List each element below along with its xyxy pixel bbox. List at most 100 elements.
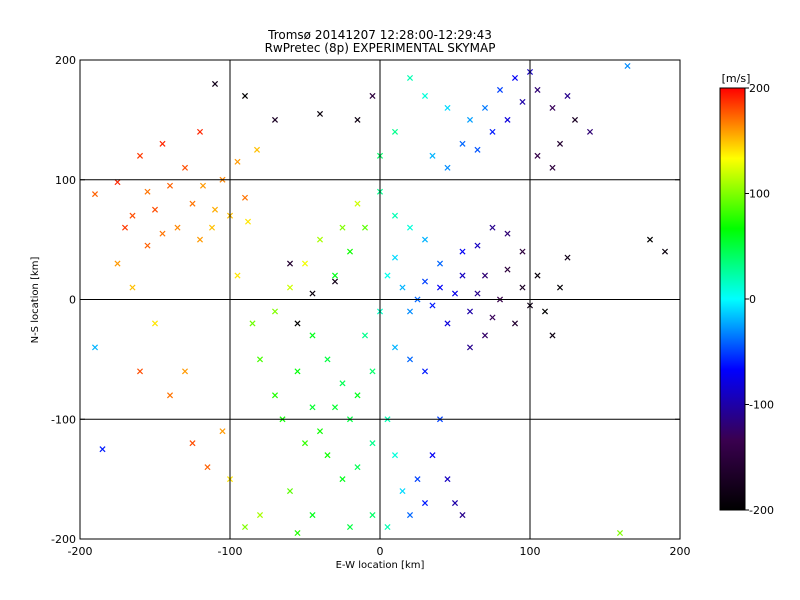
data-point bbox=[286, 488, 294, 495]
data-point bbox=[534, 152, 541, 159]
data-point bbox=[504, 266, 511, 273]
data-point bbox=[316, 428, 324, 435]
data-point bbox=[249, 320, 256, 327]
data-point bbox=[189, 440, 196, 447]
data-point bbox=[489, 314, 496, 321]
y-tick-label: 100 bbox=[55, 174, 76, 187]
data-point bbox=[444, 476, 451, 483]
data-point bbox=[354, 116, 361, 123]
data-point bbox=[459, 248, 466, 255]
data-point bbox=[211, 80, 219, 87]
data-point bbox=[556, 140, 564, 147]
data-point bbox=[549, 332, 556, 339]
data-point bbox=[466, 116, 474, 123]
data-point bbox=[391, 254, 399, 261]
data-point bbox=[384, 272, 391, 279]
chart-title: Tromsø 20141207 12:28:00-12:29:43 bbox=[267, 28, 492, 42]
data-point bbox=[121, 224, 129, 231]
data-point bbox=[114, 179, 121, 186]
data-point bbox=[391, 344, 399, 351]
data-point bbox=[391, 212, 399, 219]
data-point bbox=[571, 116, 579, 123]
y-tick-label: -200 bbox=[51, 533, 76, 546]
data-point bbox=[429, 152, 436, 159]
data-point bbox=[316, 110, 324, 117]
data-point bbox=[474, 290, 481, 297]
data-point bbox=[481, 332, 489, 339]
x-tick-label: 0 bbox=[377, 545, 384, 558]
data-point bbox=[199, 182, 207, 189]
data-point bbox=[234, 158, 241, 165]
data-point bbox=[481, 272, 489, 279]
data-point bbox=[144, 242, 151, 249]
x-tick-label: -100 bbox=[218, 545, 243, 558]
data-point bbox=[241, 194, 249, 201]
data-point bbox=[241, 524, 249, 531]
data-point bbox=[189, 200, 196, 207]
y-axis-label: N-S location [km] bbox=[30, 257, 41, 344]
data-point bbox=[436, 284, 444, 291]
data-point bbox=[339, 476, 346, 483]
colorbar-ticks: -200 -100 0 100 200 bbox=[745, 82, 774, 517]
data-point bbox=[241, 92, 249, 99]
colorbar-gradient bbox=[719, 87, 746, 511]
data-point bbox=[346, 248, 354, 255]
data-point bbox=[331, 278, 339, 285]
data-point bbox=[421, 368, 429, 375]
data-point bbox=[421, 500, 429, 507]
data-point bbox=[151, 320, 159, 327]
data-point bbox=[301, 440, 309, 447]
data-point bbox=[91, 344, 99, 351]
data-point bbox=[136, 368, 144, 375]
data-point bbox=[346, 524, 354, 531]
data-point bbox=[196, 236, 204, 243]
data-point bbox=[339, 380, 346, 387]
data-point bbox=[271, 116, 279, 123]
data-point bbox=[144, 188, 151, 195]
data-point bbox=[339, 224, 346, 231]
data-point bbox=[489, 224, 496, 231]
data-point bbox=[451, 290, 459, 297]
data-point bbox=[256, 356, 264, 363]
data-point bbox=[474, 146, 481, 153]
data-point bbox=[354, 392, 361, 399]
data-point bbox=[91, 191, 99, 198]
data-point bbox=[196, 128, 204, 135]
data-point bbox=[616, 529, 624, 537]
colorbar-tick-label: 200 bbox=[749, 82, 770, 95]
data-point bbox=[181, 368, 189, 375]
data-point bbox=[504, 116, 511, 123]
chart-subtitle: RwPretec (8p) EXPERIMENTAL SKYMAP bbox=[265, 41, 496, 55]
data-point bbox=[444, 164, 451, 171]
data-point bbox=[309, 332, 316, 339]
data-point bbox=[129, 212, 136, 219]
data-point bbox=[459, 512, 466, 519]
data-point bbox=[466, 344, 474, 351]
data-point bbox=[331, 404, 339, 411]
data-point bbox=[399, 488, 406, 495]
data-point bbox=[406, 512, 414, 519]
data-point bbox=[361, 224, 369, 231]
data-point bbox=[586, 128, 594, 135]
data-point bbox=[253, 146, 261, 153]
data-point bbox=[129, 284, 136, 291]
data-point bbox=[511, 74, 519, 81]
data-point bbox=[549, 164, 556, 171]
data-point bbox=[324, 452, 331, 459]
data-point bbox=[159, 230, 166, 237]
data-point bbox=[286, 260, 294, 267]
data-point bbox=[219, 428, 226, 435]
data-point bbox=[406, 224, 414, 231]
data-point bbox=[421, 92, 429, 99]
data-point bbox=[414, 476, 421, 483]
data-point bbox=[496, 86, 504, 93]
data-point bbox=[324, 356, 331, 363]
data-point bbox=[369, 440, 376, 447]
data-point bbox=[511, 320, 519, 327]
data-point bbox=[624, 62, 631, 70]
data-point bbox=[564, 92, 571, 99]
data-point bbox=[286, 284, 294, 291]
data-point bbox=[451, 500, 459, 507]
data-point bbox=[541, 308, 549, 315]
data-point bbox=[481, 104, 489, 111]
